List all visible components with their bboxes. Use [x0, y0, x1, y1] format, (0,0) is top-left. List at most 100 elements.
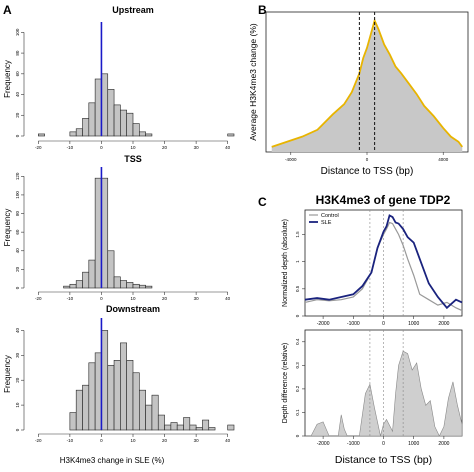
hist-A2-bar [94, 352, 102, 431]
tdp2-legend-label-1: SLE [321, 220, 332, 226]
hist-A2-bar [157, 414, 165, 431]
hist-A0-y-tick-label: 80 [15, 50, 20, 56]
hist-A1-x-tick-label: 20 [162, 296, 168, 301]
hist-A2-bar [189, 424, 197, 431]
hist-A1-bar [101, 177, 109, 289]
hist-A0-bar [227, 133, 235, 137]
profile-b-area [271, 20, 463, 152]
hist-A2-x-tick-label: 20 [162, 438, 168, 443]
diff-y-tick-label: 0.2 [295, 385, 300, 392]
hist-A1-x-tick-label: 10 [130, 296, 136, 301]
tdp2-series-1 [304, 214, 463, 310]
tdp2-y-tick-label: 0 [295, 314, 300, 317]
hist-A0-bar [107, 89, 115, 137]
hist-A0-y-tick-label: 60 [15, 71, 20, 77]
tdp2-legend-label-0: Control [321, 213, 339, 219]
hist-A1-title: TSS [124, 154, 142, 164]
hist-A2-x-tick-label: 40 [225, 438, 231, 443]
panel-label-c: C [258, 195, 267, 209]
diff-y-tick-label: 0.4 [295, 338, 300, 345]
hist-A0-bar [75, 128, 83, 137]
hist-A1-y-tick-label: 40 [15, 248, 20, 254]
hist-A0-bar [82, 118, 90, 137]
hist-A0-bar [113, 104, 121, 137]
hist-A1-x-tick-label: -20 [35, 296, 42, 301]
hist-A2-bar [120, 342, 127, 431]
profile-b-x-tick-label: 4000 [438, 157, 449, 162]
hist-A1-y-label: Frequency [3, 209, 12, 247]
hist-A2-bar [69, 412, 77, 431]
hist-A0-x-tick-label: 0 [100, 145, 103, 150]
hist-A0-bar [132, 123, 140, 137]
hist-A2-x-label: H3K4me3 change in SLE (%) [60, 456, 165, 465]
hist-A1-bar [139, 284, 146, 289]
diff-x-tick-label: -2000 [317, 441, 330, 447]
panel-label-b: B [258, 3, 267, 17]
hist-A2-bar [145, 404, 153, 431]
hist-A2-bar [202, 419, 210, 431]
hist-A1-y-tick-label: 20 [15, 266, 20, 272]
hist-A0-bar [94, 78, 102, 137]
hist-A0-bar [38, 133, 45, 137]
hist-A2-bar [208, 427, 216, 431]
tdp2-series-0 [304, 221, 463, 312]
hist-A2-bar [139, 389, 146, 431]
hist-A0-y-tick-label: 100 [15, 28, 20, 36]
hist-A0-x-tick-label: -20 [35, 145, 42, 150]
diff-area [305, 350, 463, 437]
hist-A2-bar [132, 372, 140, 431]
hist-A2-bar [113, 360, 121, 431]
hist-A0-x-tick-label: 30 [194, 145, 200, 150]
hist-A0-y-label: Frequency [3, 60, 12, 98]
diff-x-label: Distance to TSS (bp) [335, 454, 432, 466]
hist-A2-bar [75, 389, 83, 431]
hist-A2-x-tick-label: -20 [35, 438, 42, 443]
hist-A1-bar [107, 250, 115, 289]
hist-A2-y-tick-label: 0 [15, 428, 20, 431]
hist-A2-bar [227, 424, 235, 431]
hist-A2-x-tick-label: 0 [100, 438, 103, 443]
hist-A2-bar [151, 394, 159, 431]
diff-x-tick-label: 2000 [438, 441, 449, 447]
hist-A2-bar [107, 364, 115, 431]
profile-b-line [271, 17, 464, 148]
hist-A1-bar [88, 259, 96, 289]
tdp2-x-tick-label: 2000 [438, 321, 449, 327]
hist-A1-y-tick-label: 60 [15, 229, 20, 235]
hist-A2-bar [195, 427, 203, 431]
tdp2-title: H3K4me3 of gene TDP2 [316, 193, 451, 207]
hist-A0-y-tick-label: 0 [15, 134, 20, 137]
hist-A1-bar [75, 280, 83, 289]
hist-A0-y-tick-label: 40 [15, 92, 20, 98]
tdp2-x-tick-label: 1000 [408, 321, 419, 327]
hist-A0-bar [126, 112, 134, 137]
hist-A2-x-tick-label: 30 [194, 438, 200, 443]
tdp2-x-tick-label: 0 [382, 321, 385, 327]
hist-A2-x-tick-label: -10 [67, 438, 74, 443]
hist-A0-x-tick-label: 10 [130, 145, 136, 150]
hist-A1-x-tick-label: 40 [225, 296, 231, 301]
hist-A2-y-label: Frequency [3, 355, 12, 393]
hist-A2-bar [170, 422, 178, 431]
profile-b-x-tick-label: 0 [366, 157, 369, 162]
hist-A1-y-tick-label: 0 [15, 286, 20, 289]
diff-y-tick-label: 0 [295, 434, 300, 437]
diff-y-tick-label: 0.3 [295, 362, 300, 369]
hist-A0-y-tick-label: 20 [15, 112, 20, 118]
hist-A0-bar [145, 133, 153, 137]
hist-A0-x-tick-label: 20 [162, 145, 168, 150]
profile-b-x-label: Distance to TSS (bp) [321, 166, 414, 177]
hist-A1-bar [132, 283, 140, 289]
diff-x-tick-label: 0 [382, 441, 385, 447]
diff-x-tick-label: -1000 [347, 441, 360, 447]
profile-b-y-label: Average H3K4me3 change (%) [248, 23, 258, 141]
tdp2-y-label: Normalized depth (absolute) [282, 219, 289, 307]
hist-A0-x-tick-label: 40 [225, 145, 231, 150]
hist-A2-bar [126, 360, 134, 431]
hist-A0-bar [88, 102, 96, 137]
hist-A1-bar [120, 280, 127, 289]
hist-A1-x-tick-label: 30 [194, 296, 200, 301]
hist-A1-bar [126, 282, 134, 289]
hist-A1-bar [94, 177, 102, 289]
